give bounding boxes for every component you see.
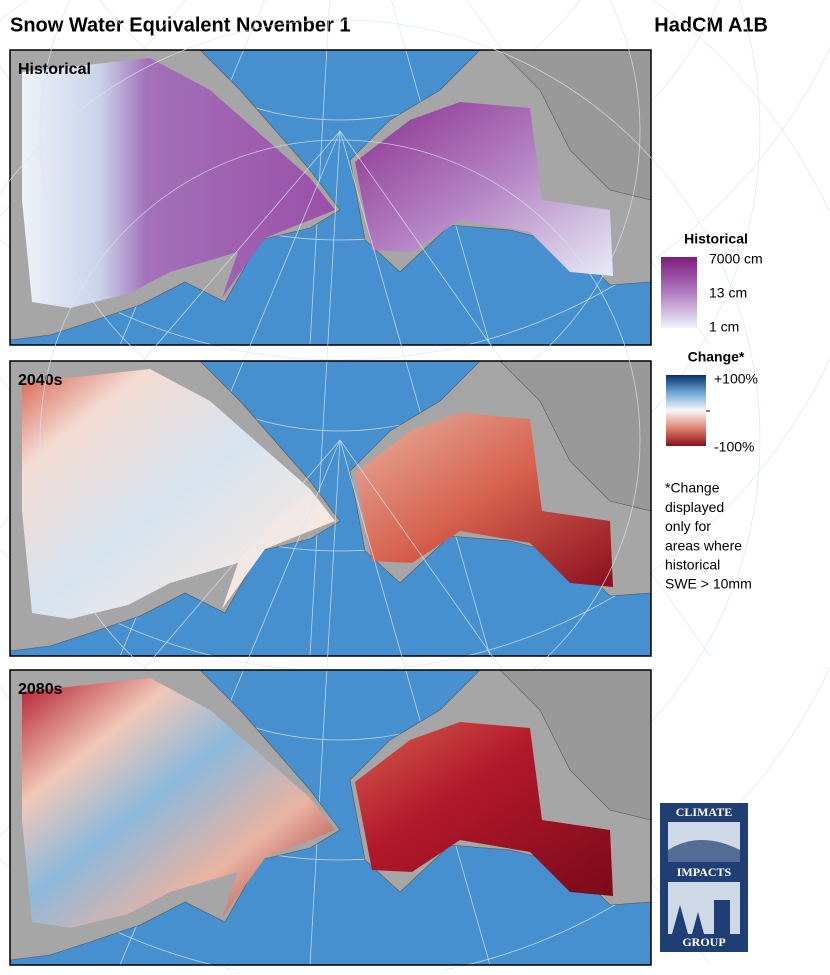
legend-gradient	[666, 375, 706, 446]
legend-label: -100%	[714, 439, 754, 455]
logo-text: IMPACTS	[677, 865, 732, 879]
legend-label: +100%	[714, 371, 758, 387]
legend-title: Change*	[688, 349, 745, 365]
panel-border	[9, 669, 652, 966]
title: Snow Water Equivalent November 1	[10, 14, 350, 36]
logo: CLIMATE IMPACTS GROUP	[660, 803, 748, 952]
legend-label: 7000 cm	[709, 251, 763, 267]
panel-label: 2080s	[18, 681, 63, 698]
note-line: historical	[665, 557, 720, 573]
note-line: SWE > 10mm	[665, 576, 752, 592]
legend-gradient	[661, 257, 697, 328]
note-line: only for	[665, 518, 711, 534]
panel-label: 2040s	[18, 372, 63, 389]
model-label: HadCM A1B	[654, 14, 768, 36]
logo-text: CLIMATE	[676, 805, 732, 819]
legend-title: Historical	[684, 231, 748, 247]
panel-label: Historical	[18, 61, 91, 78]
note-line: displayed	[665, 499, 724, 515]
panel-border	[9, 49, 652, 346]
legend-label: 13 cm	[709, 285, 747, 301]
map-panel: Historical	[0, 0, 830, 361]
logo-text: GROUP	[682, 935, 725, 949]
map-panel: 2040s	[0, 0, 830, 672]
note-line: *Change	[665, 480, 720, 496]
note-line: areas where	[665, 537, 742, 553]
legend-label: 1 cm	[709, 319, 739, 335]
note: *Change displayed only for areas where histo…	[665, 480, 752, 592]
panel-border	[9, 360, 652, 657]
